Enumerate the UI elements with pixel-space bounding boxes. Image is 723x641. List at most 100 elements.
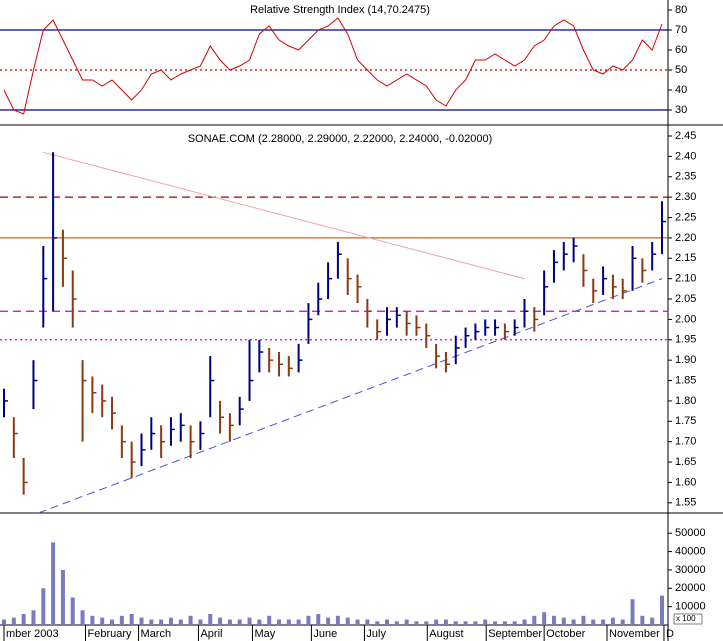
volume-bar xyxy=(453,621,458,625)
y-tick-label: 1.80 xyxy=(675,395,696,407)
volume-bar xyxy=(168,617,173,625)
volume-bar xyxy=(532,615,537,625)
volume-bar xyxy=(100,617,105,625)
volume-bar xyxy=(601,619,606,625)
x-tick-label: March xyxy=(141,628,172,640)
y-tick-label: 70 xyxy=(675,24,687,36)
y-tick-label: 2.45 xyxy=(675,130,696,142)
volume-bar xyxy=(365,619,370,625)
volume-bar xyxy=(90,615,95,625)
volume-bar xyxy=(375,621,380,625)
y-tick-label: 1.65 xyxy=(675,456,696,468)
volume-bar xyxy=(149,619,154,625)
volume-bar xyxy=(630,599,635,625)
volume-bar xyxy=(385,619,390,625)
volume-bar xyxy=(2,619,6,625)
y-tick-label: 60 xyxy=(675,44,687,56)
volume-bar xyxy=(178,619,183,625)
y-tick-label: 2.10 xyxy=(675,273,696,285)
y-tick-label: 2.35 xyxy=(675,171,696,183)
volume-bar xyxy=(326,617,331,625)
y-tick-label: 40 xyxy=(675,84,687,96)
volume-bar xyxy=(306,615,311,625)
volume-bar xyxy=(110,619,115,625)
x-tick-label: May xyxy=(254,628,275,640)
trend-line xyxy=(43,151,525,280)
y-tick-label: 2.25 xyxy=(675,211,696,223)
volume-bar xyxy=(257,619,262,625)
volume-bar xyxy=(345,617,350,625)
x-tick-label: October xyxy=(546,628,585,640)
volume-bar xyxy=(70,597,75,625)
volume-bar xyxy=(542,612,547,625)
volume-bar xyxy=(80,610,85,625)
volume-bar xyxy=(502,621,507,625)
volume-bar xyxy=(247,617,252,625)
indicator-title: Relative Strength Index (14,70.2475) xyxy=(250,4,430,16)
volume-bar xyxy=(51,542,56,625)
y-tick-label: 30000 xyxy=(675,564,706,576)
volume-bar xyxy=(139,617,144,625)
volume-bar xyxy=(286,619,291,625)
y-tick-label: 1.95 xyxy=(675,334,696,346)
volume-bar xyxy=(650,617,655,625)
chart-title: SONAE.COM (2.28000, 2.29000, 2.22000, 2.… xyxy=(188,133,493,145)
volume-bar xyxy=(41,588,46,625)
volume-bar xyxy=(276,619,281,625)
x-tick-label: November xyxy=(609,628,660,640)
x-tick-label: July xyxy=(366,628,386,640)
y-tick-label: 50000 xyxy=(675,527,706,539)
volume-bar xyxy=(129,613,134,625)
volume-bar xyxy=(493,621,498,625)
volume-bar xyxy=(227,619,232,625)
volume-bar xyxy=(620,619,625,625)
volume-bar xyxy=(188,615,193,625)
volume-bar xyxy=(551,615,556,625)
volume-bar xyxy=(21,613,26,625)
y-tick-label: 20000 xyxy=(675,582,706,594)
x-tick-label: August xyxy=(429,628,463,640)
volume-bar xyxy=(394,621,399,625)
volume-bar xyxy=(316,613,321,625)
y-tick-label: 1.90 xyxy=(675,354,696,366)
y-tick-label: 2.05 xyxy=(675,293,696,305)
volume-bar xyxy=(522,619,527,625)
volume-bar xyxy=(424,621,429,625)
y-tick-label: 1.75 xyxy=(675,415,696,427)
volume-unit: x 100 xyxy=(676,614,696,623)
volume-bar xyxy=(60,569,65,625)
volume-bar xyxy=(404,619,409,625)
y-tick-label: 30 xyxy=(675,104,687,116)
volume-bar xyxy=(218,617,223,625)
y-tick-label: 1.70 xyxy=(675,436,696,448)
volume-bar xyxy=(434,619,439,625)
x-tick-label: September xyxy=(488,628,542,640)
y-tick-label: 80 xyxy=(675,4,687,16)
volume-bar xyxy=(198,619,203,625)
x-tick-label: April xyxy=(200,628,222,640)
y-tick-label: 1.85 xyxy=(675,374,696,386)
volume-bar xyxy=(355,619,360,625)
y-tick-label: 10000 xyxy=(675,601,706,613)
unit-box xyxy=(673,613,703,625)
x-tick-label: June xyxy=(313,628,337,640)
volume-bar xyxy=(581,615,586,625)
y-tick-label: 2.40 xyxy=(675,150,696,162)
indicator-line xyxy=(3,17,663,115)
volume-bar xyxy=(473,621,478,625)
volume-bar xyxy=(443,619,448,625)
volume-bar xyxy=(208,613,213,625)
volume-bar xyxy=(267,615,272,625)
y-tick-label: 2.15 xyxy=(675,252,696,264)
y-tick-label: 50 xyxy=(675,64,687,76)
volume-bar xyxy=(512,621,517,625)
volume-bar xyxy=(119,615,124,625)
volume-bar xyxy=(414,621,419,625)
y-tick-label: 2.00 xyxy=(675,313,696,325)
trend-line xyxy=(38,278,663,514)
volume-bar xyxy=(296,619,301,625)
volume-bar xyxy=(591,619,596,625)
volume-bar xyxy=(610,617,615,625)
y-tick-label: 2.20 xyxy=(675,232,696,244)
